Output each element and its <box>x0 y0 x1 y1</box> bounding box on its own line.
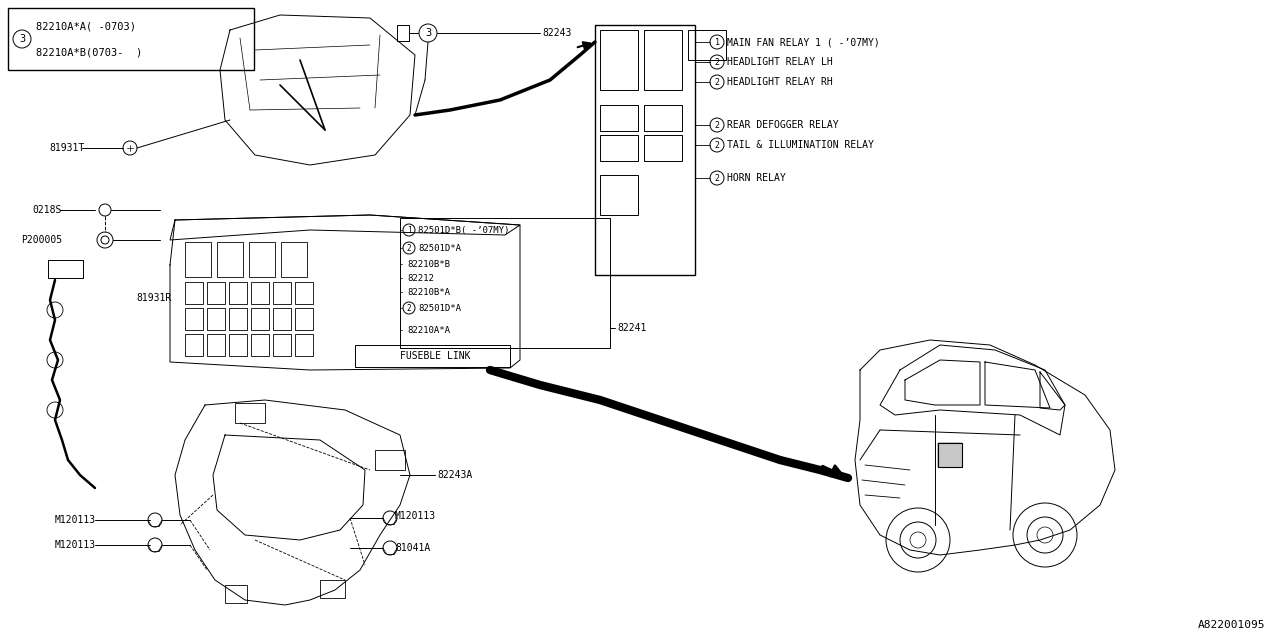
Bar <box>294 308 314 330</box>
Text: M120113: M120113 <box>55 515 96 525</box>
Text: 2: 2 <box>407 303 411 312</box>
Text: 81931T: 81931T <box>50 143 84 153</box>
Polygon shape <box>175 400 410 605</box>
Bar <box>250 242 275 277</box>
Bar <box>273 308 291 330</box>
Bar <box>207 282 225 304</box>
Text: HEADLIGHT RELAY LH: HEADLIGHT RELAY LH <box>727 57 833 67</box>
Text: HEADLIGHT RELAY RH: HEADLIGHT RELAY RH <box>727 77 833 87</box>
Text: 82243: 82243 <box>541 28 571 38</box>
Bar <box>320 580 346 598</box>
Bar <box>186 282 204 304</box>
Polygon shape <box>855 340 1115 555</box>
Bar <box>207 334 225 356</box>
Bar <box>294 282 314 304</box>
Bar <box>8 8 253 70</box>
Polygon shape <box>220 15 415 165</box>
Text: 82212: 82212 <box>407 273 434 282</box>
Text: P200005: P200005 <box>20 235 61 245</box>
Text: A822001095: A822001095 <box>1198 620 1265 630</box>
Text: 81931R: 81931R <box>137 293 172 303</box>
Text: 3: 3 <box>19 34 26 44</box>
Bar <box>397 25 410 41</box>
Text: 1: 1 <box>407 225 411 234</box>
Text: M120113: M120113 <box>396 511 436 521</box>
Text: 2: 2 <box>407 243 411 253</box>
Bar <box>600 175 637 215</box>
Bar <box>401 218 611 348</box>
Text: 2: 2 <box>714 173 719 182</box>
Bar <box>225 585 247 603</box>
Text: 82210A*A( -0703): 82210A*A( -0703) <box>36 21 136 31</box>
Bar <box>251 282 269 304</box>
Bar <box>229 308 247 330</box>
Bar <box>600 135 637 161</box>
Text: 82501D*A: 82501D*A <box>419 303 461 312</box>
Bar <box>600 30 637 90</box>
Bar <box>938 443 963 467</box>
Text: 82501D*A: 82501D*A <box>419 243 461 253</box>
Text: 82210A*A: 82210A*A <box>407 326 451 335</box>
Text: 82210A*B(0703-  ): 82210A*B(0703- ) <box>36 47 142 57</box>
Bar <box>186 242 211 277</box>
Text: 82210B*B: 82210B*B <box>407 259 451 269</box>
Bar <box>644 30 682 90</box>
Bar <box>644 105 682 131</box>
Text: 2: 2 <box>714 77 719 86</box>
Text: 0218S: 0218S <box>32 205 61 215</box>
Bar <box>273 282 291 304</box>
Text: HORN RELAY: HORN RELAY <box>727 173 786 183</box>
Bar <box>273 334 291 356</box>
Polygon shape <box>170 215 520 370</box>
Text: 82501D*B( -’07MY): 82501D*B( -’07MY) <box>419 225 509 234</box>
Bar <box>689 30 726 60</box>
Bar <box>49 260 83 278</box>
Bar <box>251 334 269 356</box>
Text: 2: 2 <box>714 58 719 67</box>
Text: 82241: 82241 <box>617 323 646 333</box>
Bar <box>229 334 247 356</box>
Bar <box>600 105 637 131</box>
Text: 2: 2 <box>714 120 719 129</box>
Bar <box>207 308 225 330</box>
Text: 81041A: 81041A <box>396 543 430 553</box>
Bar <box>218 242 243 277</box>
Polygon shape <box>881 345 1065 435</box>
Bar <box>282 242 307 277</box>
Bar <box>644 135 682 161</box>
Text: TAIL & ILLUMINATION RELAY: TAIL & ILLUMINATION RELAY <box>727 140 874 150</box>
Bar <box>595 25 695 275</box>
Text: 2: 2 <box>714 141 719 150</box>
Bar <box>236 403 265 423</box>
Text: REAR DEFOGGER RELAY: REAR DEFOGGER RELAY <box>727 120 838 130</box>
Bar <box>186 308 204 330</box>
Text: FUSEBLE LINK: FUSEBLE LINK <box>399 351 470 361</box>
Text: MAIN FAN RELAY 1 ( -’07MY): MAIN FAN RELAY 1 ( -’07MY) <box>727 37 879 47</box>
Text: 82243A: 82243A <box>436 470 472 480</box>
Bar <box>355 345 509 367</box>
Text: 1: 1 <box>714 38 719 47</box>
Text: M120113: M120113 <box>55 540 96 550</box>
Text: 3: 3 <box>425 28 431 38</box>
Bar <box>229 282 247 304</box>
Bar <box>251 308 269 330</box>
Bar <box>186 334 204 356</box>
Text: 82210B*A: 82210B*A <box>407 287 451 296</box>
Bar <box>294 334 314 356</box>
Bar <box>375 450 404 470</box>
